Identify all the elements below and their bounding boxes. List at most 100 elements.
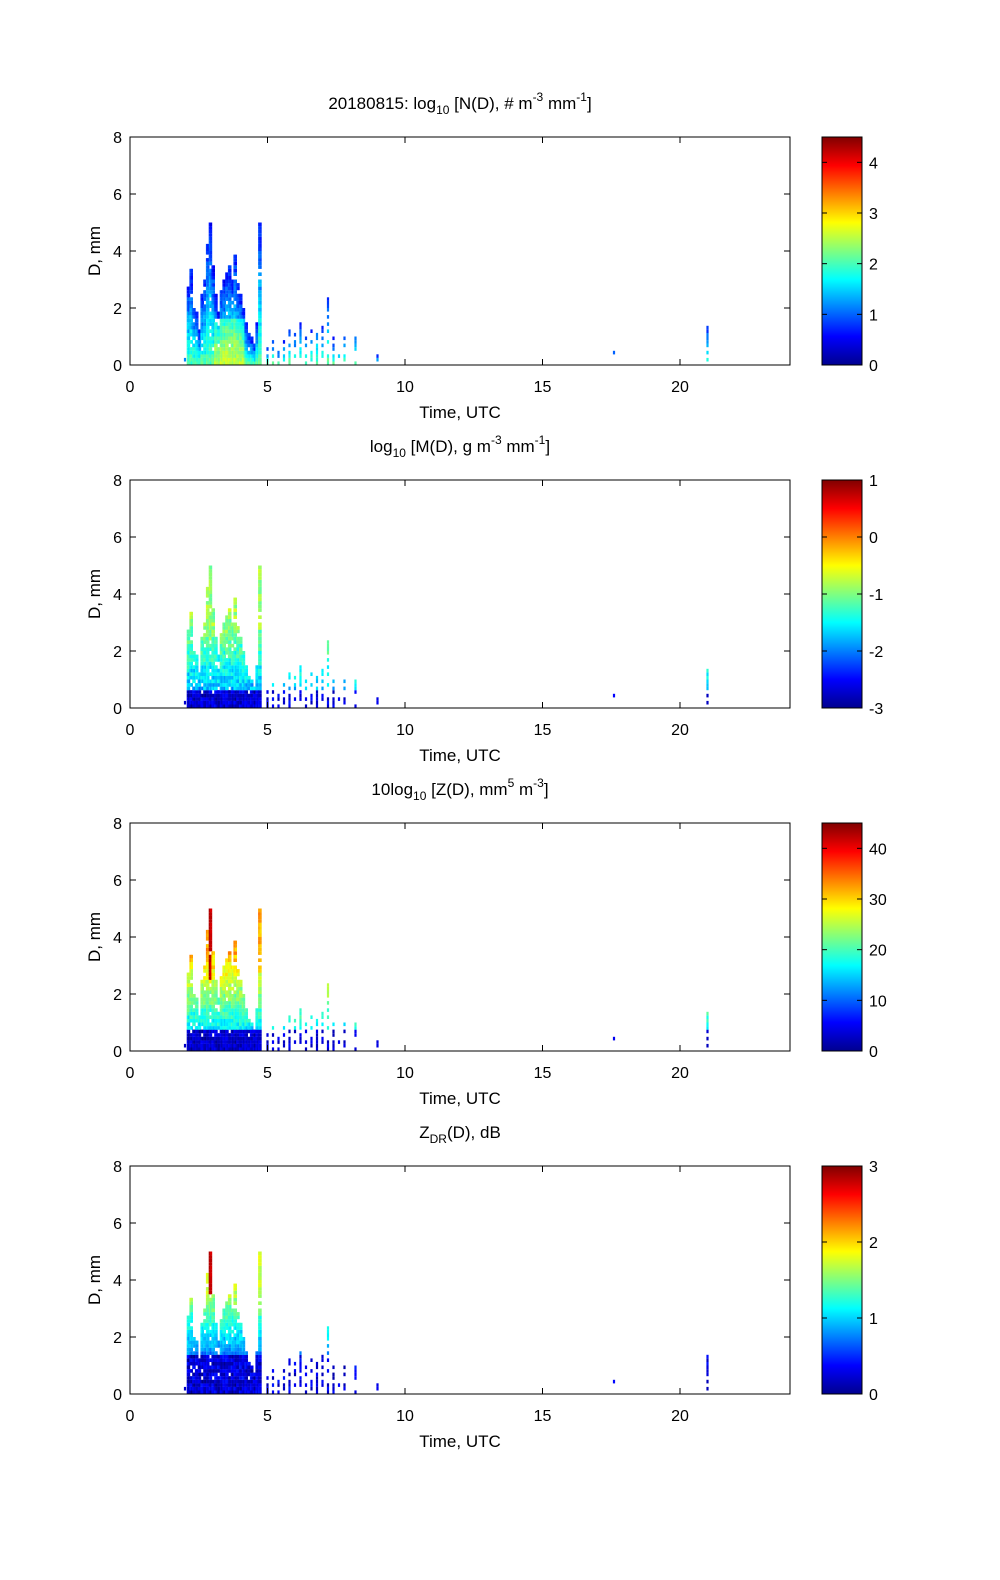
panel-2-cell (255, 672, 258, 676)
panel-1-cell (236, 361, 239, 365)
panel-3-cell (222, 1029, 225, 1034)
panel-2-cell (215, 636, 218, 641)
panel-2-cell (258, 626, 261, 630)
panel-1-cell (219, 322, 222, 326)
panel-3-cell (205, 958, 209, 962)
panel-3-cell (310, 1040, 313, 1044)
panel-3-cell (332, 1047, 335, 1051)
panel-3-cell (196, 1015, 199, 1019)
panel-4-cell (208, 1297, 211, 1302)
panel-2-cell (234, 622, 237, 627)
panel-4-cell (207, 1319, 210, 1323)
panel-1-cell (254, 361, 257, 365)
panel-2-cell (237, 626, 240, 630)
panel-4-cell (190, 1358, 193, 1362)
panel-3-cell (258, 922, 261, 927)
panel-4-cell (221, 1369, 224, 1373)
panel-4-cell (212, 1358, 215, 1362)
panel-4-cell (200, 1383, 203, 1387)
panel-1-cell (194, 322, 198, 326)
panel-2-cell (190, 683, 193, 687)
panel-3-cell (234, 994, 237, 998)
panel-2-cell (190, 697, 193, 701)
panel-2-cell (245, 690, 248, 694)
panel-4-ytick-label: 6 (113, 1216, 122, 1233)
panel-4-cell (214, 1379, 217, 1384)
panel-2-cell (199, 683, 202, 687)
panel-2-cell (212, 636, 215, 641)
panel-2-cell (258, 679, 261, 684)
panel-1-cell (236, 357, 239, 362)
panel-3-cell (229, 1036, 232, 1041)
panel-3-cell (219, 986, 222, 991)
panel-3-cell (192, 1033, 195, 1037)
panel-2-cell (256, 675, 259, 680)
panel-4-cell (223, 1329, 226, 1334)
panel-2-cell (192, 690, 195, 694)
panel-2-cell (189, 704, 192, 708)
panel-4-cell (315, 1376, 319, 1380)
panel-1-cell (230, 300, 233, 305)
panel-1-cell (204, 304, 207, 308)
panel-2-cell (258, 597, 261, 602)
panel-4-cell (205, 1365, 209, 1370)
panel-4-cell (205, 1294, 209, 1298)
panel-2-cell (237, 665, 240, 669)
panel-4-cell (259, 1315, 262, 1320)
panel-3-cell (233, 1040, 236, 1044)
panel-2-cell (205, 601, 209, 605)
panel-1-cell (233, 290, 236, 294)
panel-3-cell (196, 1047, 199, 1051)
panel-3-cell (223, 1026, 226, 1030)
panel-4-cell (232, 1340, 235, 1345)
panel-4-cell (210, 1297, 213, 1302)
panel-4-cell (211, 1365, 214, 1370)
panel-3-cell (247, 1029, 250, 1034)
panel-3-cell (233, 965, 236, 970)
panel-4-cell (256, 1376, 259, 1380)
panel-4-cell (211, 1354, 214, 1359)
panel-3-cell (190, 958, 193, 962)
panel-3-cell (221, 983, 224, 987)
panel-2-cell (211, 636, 214, 641)
panel-4-cell (258, 1376, 261, 1380)
panel-4-cell (225, 1333, 228, 1337)
panel-3-cell (256, 1029, 259, 1034)
panel-2-cell (225, 679, 228, 684)
panel-4-cell (210, 1262, 213, 1266)
panel-3-cell (258, 937, 261, 941)
panel-2-cell (234, 704, 237, 708)
panel-3-cell (236, 1001, 239, 1005)
panel-4-cell (240, 1379, 243, 1384)
panel-3-cell (196, 1026, 199, 1030)
panel-4-cell (189, 1297, 192, 1302)
panel-1-cell (315, 336, 319, 341)
panel-1-cell (229, 279, 232, 284)
panel-4-cell (241, 1383, 244, 1387)
panel-2-cell (215, 668, 218, 673)
panel-1-cell (208, 290, 211, 294)
panel-3-cell (203, 1008, 206, 1012)
panel-2-cell (354, 686, 357, 691)
panel-3-cell (204, 1029, 207, 1034)
panel-4-cell (200, 1322, 203, 1327)
panel-3-cell (240, 1047, 243, 1051)
panel-3-cell (259, 937, 262, 941)
panel-1-cell (233, 311, 236, 316)
panel-1-cell (219, 329, 222, 333)
panel-4-cell (214, 1344, 217, 1348)
panel-4-cell (326, 1329, 330, 1334)
panel-2-cell (222, 640, 225, 644)
panel-3-cell (188, 997, 191, 1002)
panel-2-cell (354, 679, 357, 684)
panel-2-cell (233, 608, 236, 612)
panel-4-cell (304, 1372, 308, 1377)
panel-4-cell (259, 1276, 262, 1280)
panel-1-cell (210, 329, 213, 333)
panel-2-cell (211, 686, 214, 691)
panel-2-cell (229, 654, 232, 659)
panel-3-cell (227, 958, 231, 962)
panel-4-cell (210, 1283, 213, 1288)
panel-3-cell (216, 1022, 220, 1027)
panel-3-cell (310, 1015, 313, 1019)
